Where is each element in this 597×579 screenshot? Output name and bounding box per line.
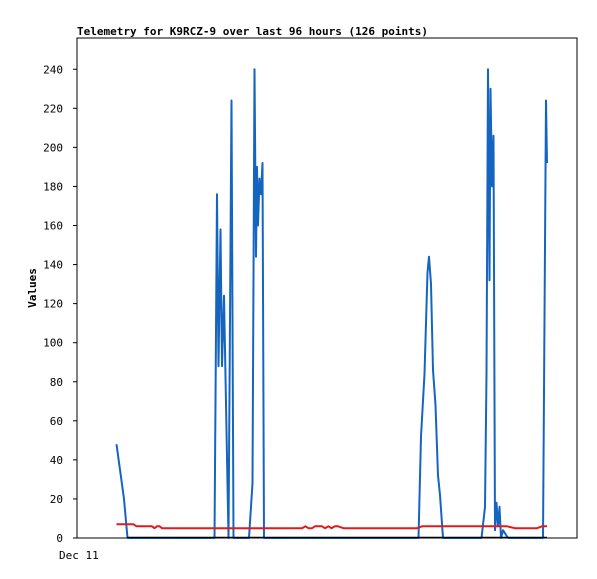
y-axis-label: Values: [26, 268, 39, 308]
y-tick-label: 160: [43, 220, 63, 233]
series-line-red: [116, 523, 547, 530]
x-axis: Dec 11: [59, 549, 99, 562]
y-tick-label: 60: [50, 415, 63, 428]
y-tick-label: 40: [50, 454, 63, 467]
y-tick-label: 20: [50, 493, 63, 506]
y-tick-label: 80: [50, 376, 63, 389]
y-tick-label: 100: [43, 337, 63, 350]
y-axis: 0 20 40 60 80 100 120 140 160 180 200 220 240: [43, 63, 77, 545]
y-tick-label: 240: [43, 63, 63, 76]
chart-title: Telemetry for K9RCZ-9 over last 96 hours…: [77, 25, 428, 38]
x-tick-label: Dec 11: [59, 549, 99, 562]
y-tick-label: 120: [43, 298, 63, 311]
y-tick-label: 140: [43, 259, 63, 272]
series-layer: [115, 68, 548, 539]
series-line-blue: [115, 68, 548, 539]
y-tick-label: 200: [43, 141, 63, 154]
plot-area: [76, 37, 578, 539]
y-tick-label: 0: [56, 532, 63, 545]
y-tick-label: 180: [43, 180, 63, 193]
y-tick-label: 220: [43, 102, 63, 115]
